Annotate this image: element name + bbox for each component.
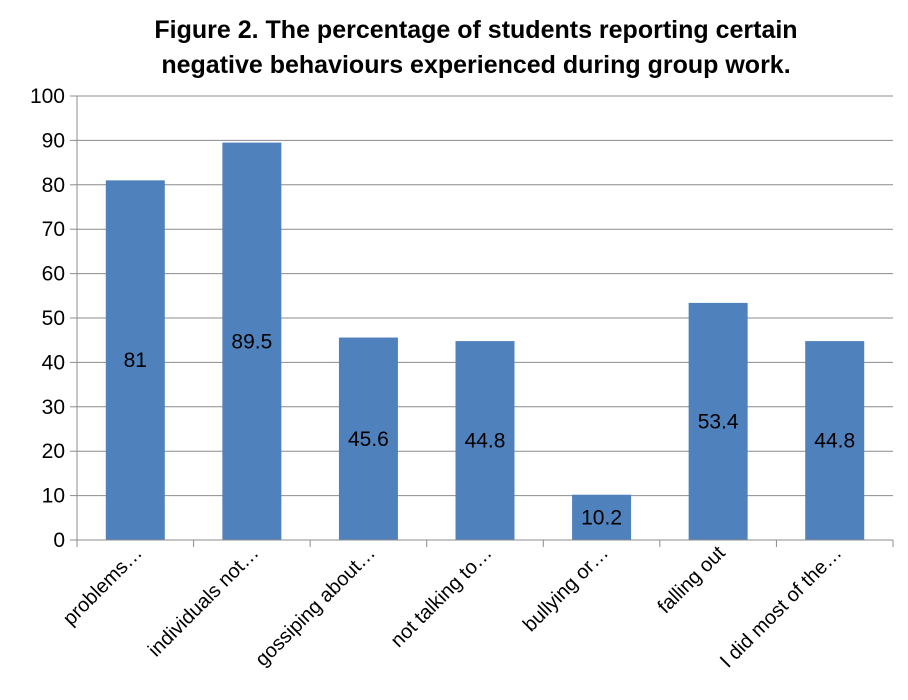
bars [105, 142, 865, 541]
chart-title-line-1: Figure 2. The percentage of students rep… [154, 16, 797, 44]
y-tick-labels: 0 10 20 30 40 50 60 70 80 90 100 [30, 85, 65, 552]
x-category-label: individuals not… [144, 542, 263, 661]
bar [455, 341, 515, 540]
gridlines [77, 95, 893, 497]
data-label: 81 [124, 349, 147, 372]
bar [105, 180, 165, 541]
axes [70, 95, 894, 547]
y-tick-label: 70 [42, 218, 65, 241]
y-tick-label: 80 [42, 174, 65, 197]
y-tick-label: 30 [42, 396, 65, 419]
bar [572, 494, 632, 540]
bar [688, 302, 748, 540]
y-tick-label: 10 [42, 485, 65, 508]
bar [222, 142, 282, 540]
y-tick-label: 20 [42, 440, 65, 463]
y-tick-label: 50 [42, 307, 65, 330]
bar [338, 337, 398, 540]
x-category-label: falling out [654, 542, 730, 618]
data-label: 89.5 [231, 330, 272, 353]
y-tick-label: 0 [53, 529, 65, 552]
x-category-label: bullying or… [519, 542, 613, 636]
data-label: 53.4 [698, 410, 739, 433]
data-label: 44.8 [465, 430, 506, 453]
bar [805, 341, 865, 540]
y-tick-label: 60 [42, 263, 65, 286]
y-tick-label: 40 [42, 351, 65, 374]
x-category-labels: problems…individuals not…gossiping about… [59, 542, 846, 673]
x-category-label: problems… [59, 542, 147, 630]
chart-title-line-2: negative behaviours experienced during g… [161, 51, 790, 79]
x-category-label: gossiping about… [251, 542, 380, 671]
data-label: 44.8 [814, 430, 855, 453]
y-tick-label: 100 [30, 85, 65, 108]
data-label: 45.6 [348, 428, 389, 451]
x-category-label: I did most of the… [716, 542, 846, 672]
x-category-label: not talking to… [387, 542, 497, 652]
data-label: 10.2 [581, 506, 622, 529]
y-tick-label: 90 [42, 129, 65, 152]
data-labels: 81 89.5 45.6 44.8 10.2 53.4 44.8 [124, 330, 856, 529]
